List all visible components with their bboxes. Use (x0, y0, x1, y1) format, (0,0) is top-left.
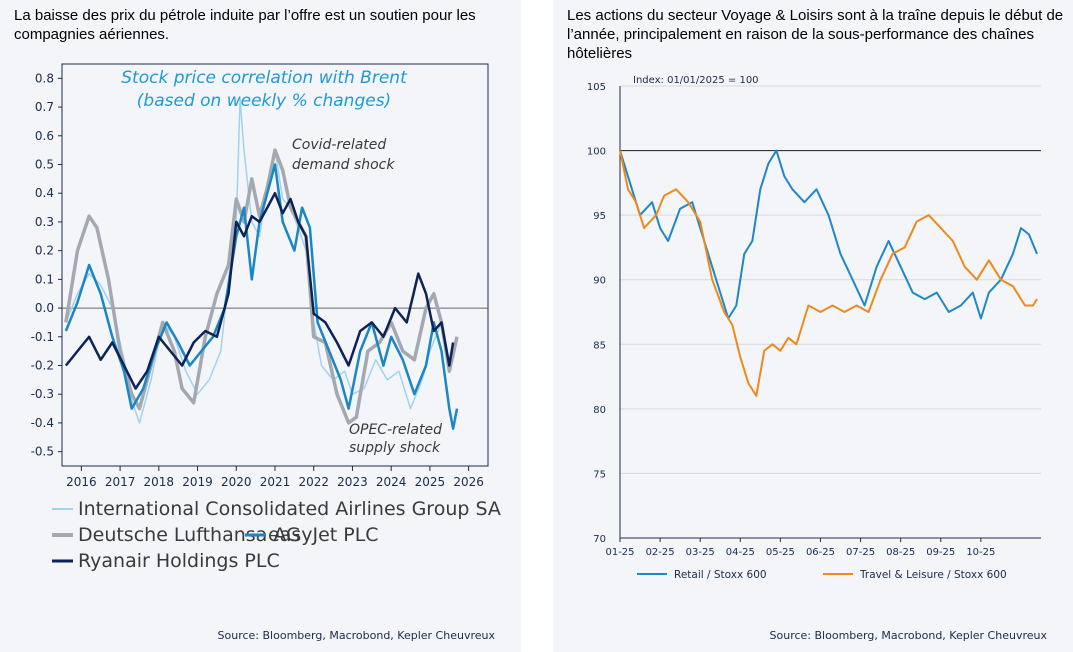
left-ytick-label: 0.0 (35, 301, 54, 315)
right-gridlines (619, 85, 1041, 542)
left-legend: International Consolidated Airlines Grou… (52, 498, 501, 572)
legend-label-retail: Retail / Stoxx 600 (674, 569, 767, 581)
left-ytick-label: 0.4 (35, 186, 54, 200)
right-xtick-label: 02-25 (646, 547, 675, 558)
left-gridlines (58, 63, 489, 471)
left-ytick-label: 0.7 (35, 100, 54, 114)
left-xtick-label: 2023 (337, 475, 368, 489)
right-tick-labels: 105 100 95 90 85 80 75 70 01-25 02-25 03-25 04-25 05… (587, 82, 995, 558)
right-panel-title: Les actions du secteur Voyage & Loisirs … (567, 7, 1064, 62)
left-series-lines (64, 97, 459, 430)
annotation-opec-line1: OPEC-related (349, 422, 442, 438)
right-ytick-label: 85 (593, 340, 606, 351)
right-source: Source: Bloomberg, Macrobond, Kepler Che… (769, 629, 1047, 642)
left-panel-title: La baisse des prix du pétrole induite pa… (14, 7, 476, 43)
left-ytick-label: 0.3 (35, 215, 54, 229)
left-source: Source: Bloomberg, Macrobond, Kepler Che… (217, 629, 495, 642)
annotation-covid-line1: Covid-related (292, 137, 386, 153)
right-ytick-label: 90 (593, 276, 606, 287)
index-note: Index: 01/01/2025 = 100 (633, 75, 759, 86)
left-ytick-label: 0.2 (35, 244, 54, 258)
left-tick-labels: 0.8 0.7 0.6 0.5 0.4 0.3 0.2 0.1 0.0 -0.1 -0.2 -0.3 -… (31, 71, 484, 489)
left-ytick-label: 0.1 (35, 272, 54, 286)
right-panel: Les actions du secteur Voyage & Loisirs … (553, 0, 1073, 652)
right-series-lines (619, 149, 1038, 397)
left-ytick-label: 0.6 (35, 129, 54, 143)
legend-label-ryanair: Ryanair Holdings PLC (78, 550, 280, 572)
legend-label-easyjet: easyJet PLC (268, 524, 379, 546)
right-xtick-label: 04-25 (726, 547, 755, 558)
annotation-opec-line2: supply shock (349, 440, 441, 456)
left-series-line-3 (64, 191, 455, 390)
right-xtick-label: 03-25 (686, 547, 715, 558)
right-ytick-label: 70 (593, 534, 606, 545)
left-ytick-label: -0.3 (31, 387, 54, 401)
left-xtick-label: 2022 (298, 475, 329, 489)
left-ytick-label: -0.1 (31, 330, 54, 344)
left-chart-title: Stock price correlation with Brent (121, 68, 408, 88)
right-chart: 105 100 95 90 85 80 75 70 01-25 02-25 03-25 04-25 05… (587, 75, 1041, 581)
right-xtick-label: 01-25 (605, 547, 634, 558)
annotation-covid-line2: demand shock (292, 157, 395, 173)
right-legend: Retail / Stoxx 600 Travel & Leisure / St… (637, 569, 1007, 581)
right-ytick-label: 105 (587, 82, 606, 93)
left-plot-frame (61, 63, 489, 467)
right-series-line-1 (619, 150, 1038, 397)
right-xtick-label: 05-25 (766, 547, 795, 558)
left-ytick-label: -0.4 (31, 416, 54, 430)
right-series-line-0 (619, 149, 1038, 320)
left-xtick-label: 2016 (66, 475, 97, 489)
left-xtick-label: 2018 (144, 475, 175, 489)
legend-label-travel: Travel & Leisure / Stoxx 600 (859, 569, 1007, 581)
left-chart-subtitle: (based on weekly % changes) (137, 91, 391, 111)
right-ytick-label: 100 (587, 147, 606, 158)
left-series-line-2 (64, 163, 459, 430)
left-ytick-label: 0.8 (35, 71, 54, 85)
right-xtick-label: 08-25 (886, 547, 915, 558)
right-xtick-label: 09-25 (926, 547, 955, 558)
left-ytick-label: -0.5 (31, 445, 54, 459)
right-xtick-label: 06-25 (806, 547, 835, 558)
left-chart: 0.8 0.7 0.6 0.5 0.4 0.3 0.2 0.1 0.0 -0.1 -0.2 -0.3 -… (31, 63, 501, 572)
left-xtick-label: 2024 (376, 475, 407, 489)
legend-label-iag: International Consolidated Airlines Grou… (78, 498, 501, 520)
left-xtick-label: 2025 (415, 475, 446, 489)
left-series-line-1 (64, 148, 459, 425)
left-xtick-label: 2019 (182, 475, 213, 489)
left-xtick-label: 2017 (105, 475, 136, 489)
right-ytick-label: 75 (593, 469, 606, 480)
left-panel: La baisse des prix du pétrole induite pa… (0, 0, 521, 652)
left-ytick-label: -0.2 (31, 359, 54, 373)
left-ytick-label: 0.5 (35, 158, 54, 172)
right-xtick-label: 07-25 (846, 547, 875, 558)
left-xtick-label: 2026 (453, 475, 484, 489)
right-xtick-label: 10-25 (966, 547, 995, 558)
legend-label-lufthansa: Deutsche Lufthansa AG (78, 524, 301, 546)
right-ytick-label: 80 (593, 405, 606, 416)
right-ytick-label: 95 (593, 211, 606, 222)
left-xtick-label: 2021 (260, 475, 291, 489)
left-xtick-label: 2020 (221, 475, 252, 489)
